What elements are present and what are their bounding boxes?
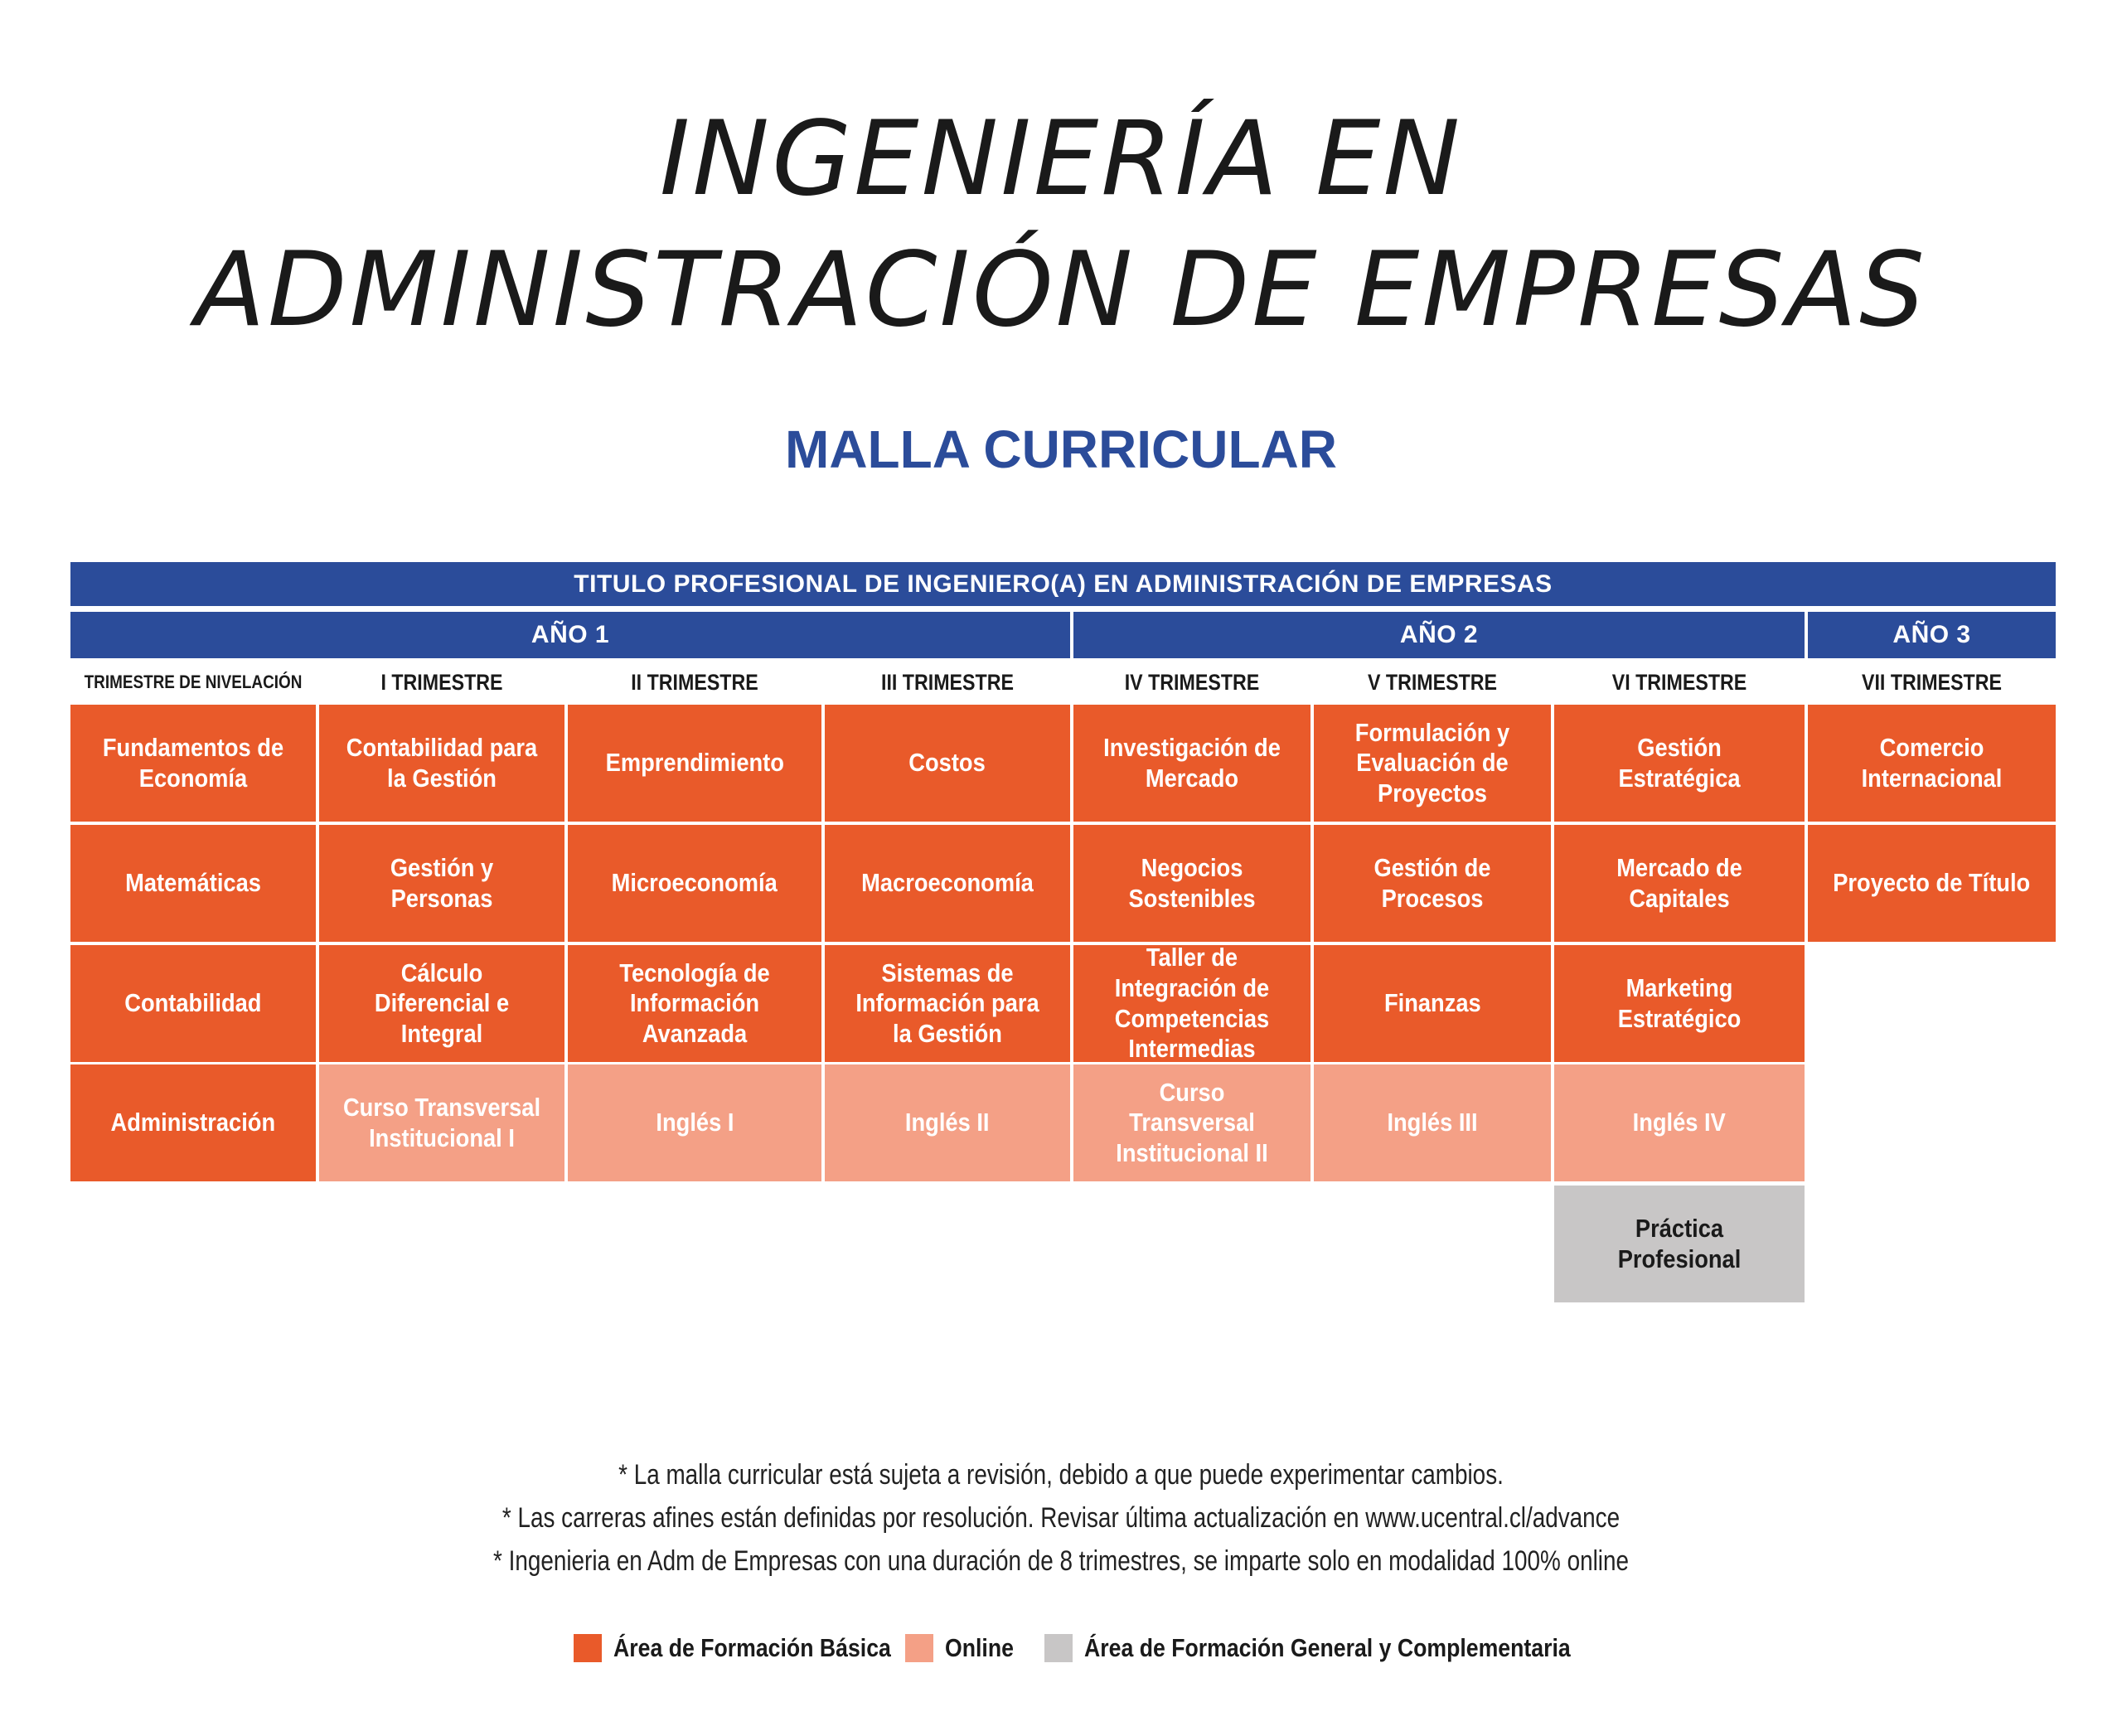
legend-swatch-online — [905, 1634, 933, 1662]
legend-swatch-general — [1044, 1634, 1073, 1662]
course-cell: Comercio Internacional — [1808, 705, 2056, 822]
column-header-2: II TRIMESTRE — [631, 669, 758, 695]
course-name: Gestión Estratégica — [1618, 732, 1741, 793]
course-name: Contabilidad para la Gestión — [346, 732, 538, 793]
course-cell: Negocios Sostenibles — [1073, 825, 1311, 942]
course-cell: Microeconomía — [568, 825, 821, 942]
course-cell: Taller de Integración de Competencias In… — [1073, 943, 1311, 1064]
course-name: Curso Transversal Institucional I — [342, 1092, 541, 1152]
course-cell: Formulación y Evaluación de Proyectos — [1314, 705, 1551, 822]
course-cell: Inglés III — [1314, 1064, 1551, 1181]
title-line-2: ADMINISTRACIÓN DE EMPRESAS — [195, 230, 1927, 350]
course-name: Finanzas — [1383, 988, 1481, 1018]
course-name: Taller de Integración de Competencias In… — [1114, 943, 1270, 1064]
course-cell: Práctica Profesional — [1554, 1186, 1805, 1302]
degree-title-band: TITULO PROFESIONAL DE INGENIERO(A) EN AD… — [70, 562, 2056, 606]
course-cell: Finanzas — [1314, 945, 1551, 1062]
column-header-1: I TRIMESTRE — [380, 669, 503, 695]
course-name: Administración — [110, 1108, 276, 1137]
column-header-0: TRIMESTRE DE NIVELACIÓN — [84, 672, 303, 692]
course-cell: Gestión y Personas — [319, 825, 564, 942]
course-cell: Curso Transversal Institucional II — [1073, 1064, 1311, 1181]
course-name: Marketing Estratégico — [1617, 972, 1742, 1033]
course-cell: Gestión de Procesos — [1314, 825, 1551, 942]
course-name: Proyecto de Título — [1833, 868, 2031, 898]
legend-item-online: Online — [905, 1633, 1034, 1663]
legend: Área de Formación Básica Online Área de … — [0, 1633, 2122, 1663]
legend-item-basic: Área de Formación Básica — [574, 1633, 895, 1663]
note-1: * La malla curricular está sujeta a revi… — [618, 1459, 1504, 1491]
course-name: Emprendimiento — [605, 748, 784, 778]
course-cell: Macroeconomía — [825, 825, 1070, 942]
course-cell: Contabilidad para la Gestión — [319, 705, 564, 822]
course-name: Gestión de Procesos — [1373, 852, 1491, 913]
course-name: Matemáticas — [125, 868, 261, 898]
column-header-4: IV TRIMESTRE — [1124, 669, 1260, 695]
column-header-7: VII TRIMESTRE — [1861, 669, 2002, 695]
course-name: Sistemas de Información para la Gestión — [855, 958, 1039, 1048]
course-name: Inglés II — [905, 1108, 990, 1137]
column-header-5: V TRIMESTRE — [1367, 669, 1498, 695]
column-header-3: III TRIMESTRE — [881, 669, 1014, 695]
course-cell: Matemáticas — [70, 825, 316, 942]
legend-label-basic: Área de Formación Básica — [613, 1633, 891, 1662]
course-cell: Administración — [70, 1064, 316, 1181]
course-name: Cálculo Diferencial e Integral — [374, 958, 510, 1048]
course-cell: Emprendimiento — [568, 705, 821, 822]
course-cell: Inglés IV — [1554, 1064, 1805, 1181]
course-name: Contabilidad — [124, 988, 262, 1018]
course-cell: Proyecto de Título — [1808, 825, 2056, 942]
year-band-2: AÑO 2 — [1073, 612, 1808, 658]
course-name: Inglés IV — [1632, 1108, 1727, 1137]
course-cell: Tecnología de Información Avanzada — [568, 945, 821, 1062]
course-name: Práctica Profesional — [1617, 1213, 1742, 1273]
subtitle: MALLA CURRICULAR — [785, 419, 1337, 479]
year-band-3: AÑO 3 — [1808, 612, 2056, 658]
course-name: Negocios Sostenibles — [1128, 852, 1256, 913]
course-name: Formulación y Evaluación de Proyectos — [1354, 717, 1510, 807]
course-name: Microeconomía — [611, 868, 778, 898]
course-name: Comercio Internacional — [1861, 732, 2003, 793]
title-line-1: INGENIERÍA EN — [659, 99, 1463, 219]
course-name: Curso Transversal Institucional II — [1116, 1077, 1268, 1167]
course-name: Tecnología de Información Avanzada — [619, 958, 770, 1048]
course-cell: Inglés I — [568, 1064, 821, 1181]
course-cell: Investigación de Mercado — [1073, 705, 1311, 822]
course-name: Gestión y Personas — [390, 852, 494, 913]
column-header-6: VI TRIMESTRE — [1611, 669, 1747, 695]
legend-swatch-basic — [574, 1634, 602, 1662]
course-cell: Inglés II — [825, 1064, 1070, 1181]
course-cell: Sistemas de Información para la Gestión — [825, 945, 1070, 1062]
course-cell: Curso Transversal Institucional I — [319, 1064, 564, 1181]
course-cell: Marketing Estratégico — [1554, 945, 1805, 1062]
course-cell: Cálculo Diferencial e Integral — [319, 945, 564, 1062]
year-band-1: AÑO 1 — [70, 612, 1073, 658]
course-cell: Fundamentos de Economía — [70, 705, 316, 822]
note-3: * Ingenieria en Adm de Empresas con una … — [492, 1545, 1630, 1577]
course-cell: Contabilidad — [70, 945, 316, 1062]
course-cell: Mercado de Capitales — [1554, 825, 1805, 942]
course-name: Inglés I — [656, 1108, 734, 1137]
legend-label-general: Área de Formación General y Complementar… — [1084, 1633, 1571, 1662]
course-name: Fundamentos de Economía — [102, 732, 284, 793]
course-cell: Gestión Estratégica — [1554, 705, 1805, 822]
legend-label-online: Online — [945, 1633, 1014, 1662]
course-name: Mercado de Capitales — [1616, 852, 1742, 913]
course-name: Inglés III — [1387, 1108, 1478, 1137]
note-2: * Las carreras afines están definidas po… — [501, 1502, 1621, 1534]
course-name: Costos — [908, 748, 986, 778]
course-name: Macroeconomía — [861, 868, 1034, 898]
legend-item-general: Área de Formación General y Complementar… — [1044, 1633, 1571, 1663]
course-cell: Costos — [825, 705, 1070, 822]
course-name: Investigación de Mercado — [1103, 732, 1281, 793]
